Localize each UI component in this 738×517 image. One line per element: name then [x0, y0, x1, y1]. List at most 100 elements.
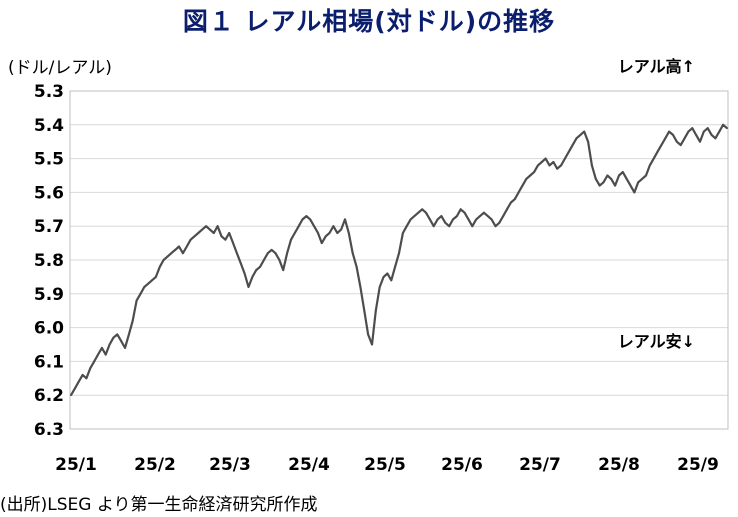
- data-point: [463, 211, 466, 214]
- data-point: [648, 164, 651, 167]
- y-tick-label: 5.6: [34, 183, 64, 203]
- data-point: [629, 184, 632, 187]
- data-point: [127, 333, 130, 336]
- data-point: [282, 269, 285, 271]
- data-point: [266, 252, 269, 255]
- data-point: [405, 225, 408, 228]
- data-point: [239, 262, 242, 265]
- data-point: [104, 353, 107, 356]
- data-point: [537, 164, 539, 167]
- data-point: [683, 137, 686, 140]
- data-point: [564, 157, 566, 160]
- data-point: [498, 221, 501, 224]
- data-point: [89, 367, 92, 370]
- y-tick-label: 5.8: [34, 251, 64, 271]
- data-point: [691, 127, 694, 130]
- x-tick-label: 25/4: [288, 455, 330, 475]
- data-point: [236, 252, 238, 255]
- x-tick-label: 25/3: [209, 455, 251, 475]
- x-tick-label: 25/7: [519, 455, 561, 475]
- data-point: [120, 340, 123, 342]
- data-point: [533, 171, 535, 174]
- y-tick-label: 5.4: [34, 116, 64, 136]
- y-tick-label: 6.2: [34, 386, 64, 406]
- y-tick-label: 5.5: [34, 150, 64, 170]
- data-point: [139, 292, 142, 295]
- data-point: [212, 232, 215, 234]
- data-point: [494, 225, 497, 228]
- data-point: [506, 208, 508, 211]
- data-point: [618, 174, 620, 177]
- data-point: [687, 130, 690, 133]
- data-point: [197, 232, 200, 234]
- data-point: [432, 225, 435, 228]
- data-point: [425, 211, 427, 214]
- data-point: [398, 252, 400, 255]
- data-point: [255, 269, 258, 271]
- data-point: [228, 232, 231, 234]
- data-point: [452, 218, 454, 221]
- data-point: [313, 225, 315, 228]
- x-tick-label: 25/2: [134, 455, 176, 475]
- data-point: [641, 178, 643, 180]
- data-point: [502, 215, 505, 218]
- data-point: [193, 235, 196, 238]
- data-point: [610, 178, 613, 180]
- data-point: [147, 282, 150, 285]
- y-tick-label: 6.0: [34, 319, 64, 339]
- data-point: [301, 218, 304, 221]
- data-point: [347, 232, 350, 234]
- data-point: [664, 137, 667, 140]
- data-point: [429, 218, 431, 221]
- x-tick-label: 25/8: [598, 455, 640, 475]
- data-point: [652, 157, 655, 160]
- y-tick-label: 5.3: [34, 82, 64, 102]
- data-point: [332, 225, 335, 228]
- data-point: [131, 319, 134, 322]
- annotation-real-appreciation: レアル高↑: [617, 57, 695, 76]
- data-point: [517, 191, 520, 194]
- data-point: [351, 252, 354, 255]
- data-point: [614, 184, 616, 187]
- data-point: [672, 134, 674, 136]
- data-point: [386, 272, 389, 275]
- data-point: [440, 215, 443, 218]
- data-point: [575, 137, 578, 140]
- data-point: [220, 235, 223, 238]
- data-point: [490, 218, 493, 221]
- data-point: [155, 276, 157, 278]
- data-point: [567, 150, 570, 153]
- data-point: [274, 252, 277, 255]
- data-point: [633, 191, 636, 194]
- data-point: [116, 333, 119, 336]
- data-point: [151, 279, 153, 282]
- data-point: [317, 232, 319, 234]
- data-point: [286, 252, 288, 255]
- data-point: [510, 201, 512, 204]
- data-point: [660, 144, 663, 147]
- plot-frame: [69, 90, 729, 430]
- x-tick-label: 25/6: [441, 455, 483, 475]
- data-point: [378, 286, 381, 288]
- data-point: [112, 336, 115, 339]
- data-point: [448, 225, 451, 228]
- y-axis-unit-label: (ドル/レアル): [8, 58, 112, 78]
- data-point: [598, 184, 601, 187]
- data-point: [344, 218, 346, 221]
- data-point: [101, 347, 103, 349]
- data-point: [587, 140, 589, 143]
- data-point: [124, 347, 126, 349]
- data-point: [232, 242, 235, 245]
- data-point: [259, 265, 261, 268]
- data-point: [278, 259, 281, 261]
- data-point: [270, 249, 273, 251]
- data-point: [224, 238, 227, 241]
- data-point: [521, 184, 524, 187]
- data-point: [367, 333, 369, 336]
- data-point: [413, 215, 416, 218]
- x-axis-ticks: 25/1 25/2 25/3 25/4 25/5 25/6 25/7 25/8 25/9: [55, 455, 719, 475]
- data-point: [363, 309, 366, 312]
- data-point: [143, 286, 146, 288]
- data-point: [591, 164, 593, 167]
